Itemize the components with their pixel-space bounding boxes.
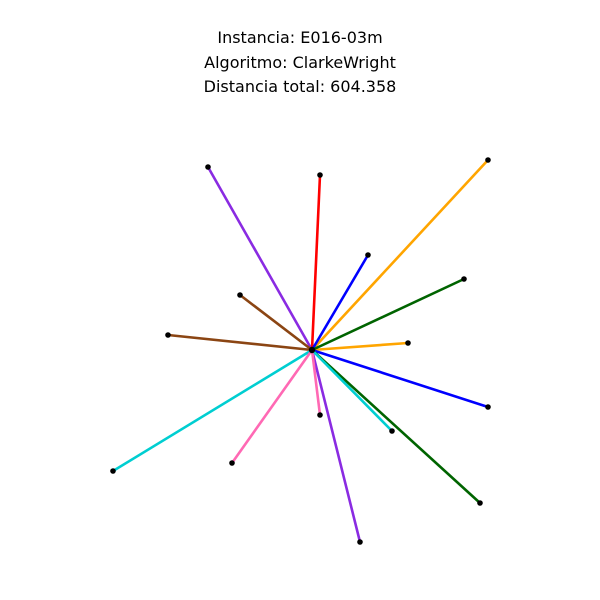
depot-node [308,346,316,354]
customer-node-n12 [229,460,235,466]
route-6-edge-1 [238,293,314,352]
customer-node-n9 [485,404,491,410]
routes-layer [111,158,490,544]
customer-node-n8 [405,340,411,346]
title-distance: Distancia total: 604.358 [203,77,397,96]
plot-title: Instancia: E016-03m Algoritmo: ClarkeWri… [0,26,600,100]
customer-node-n1 [205,164,211,170]
route-1-edge-2 [310,348,362,544]
customer-node-n10 [317,412,323,418]
route-3-edge-2 [310,341,410,352]
nodes-layer [110,157,491,545]
route-5-edge-2 [310,348,482,505]
title-instance: Instancia: E016-03m [217,28,383,47]
customer-node-n13 [110,468,116,474]
customer-node-n14 [477,500,483,506]
customer-node-n2 [317,172,323,178]
route-6-edge-2 [166,333,314,352]
customer-node-n4 [365,252,371,258]
route-7-edge-1 [310,348,394,433]
route-1-edge-1 [206,165,314,352]
customer-node-n7 [165,332,171,338]
route-4-edge-1 [310,253,370,352]
route-5-edge-1 [310,277,466,352]
route-3-edge-1 [310,158,490,352]
route-8-edge-2 [230,348,314,465]
customer-node-n3 [485,157,491,163]
route-4-edge-2 [310,348,490,409]
customer-node-n5 [461,276,467,282]
route-8-edge-1 [310,348,322,417]
title-algorithm: Algoritmo: ClarkeWright [204,52,396,72]
customer-node-n15 [357,539,363,545]
customer-node-n6 [237,292,243,298]
route-2-edge-1 [310,173,322,352]
customer-node-n11 [389,428,395,434]
route-7-edge-2 [111,348,314,473]
